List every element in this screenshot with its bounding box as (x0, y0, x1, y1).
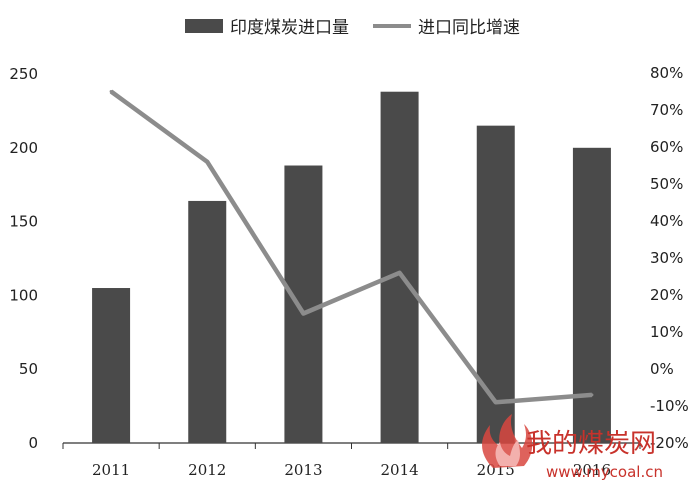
bar (572, 147, 611, 444)
axes: 0 50 100 150 200 250 -20% -10% 0% 10% 20% 30% 40% 50%… (9, 64, 688, 479)
legend: 印度煤炭进口量 进口同比增速 (185, 18, 520, 38)
bar (476, 125, 515, 443)
y-left-tick-label: 50 (19, 360, 38, 378)
legend-line-label: 进口同比增速 (418, 18, 520, 38)
line-point (398, 271, 402, 275)
y-right-tick-label: 70% (650, 101, 683, 119)
bar-series (92, 91, 611, 444)
line-point (590, 393, 594, 397)
line-point (109, 90, 113, 93)
watermark-name: 我的煤炭网 (526, 429, 656, 459)
y-right-tick-label: 20% (650, 286, 683, 304)
bar (284, 165, 323, 443)
line-point (301, 312, 305, 315)
x-tick-label: 2012 (188, 461, 226, 479)
legend-bar-swatch (185, 19, 223, 33)
y-right-tick-label: -20% (650, 434, 689, 452)
line-point (494, 400, 498, 404)
legend-bar-label: 印度煤炭进口量 (230, 18, 349, 38)
y-right-tick-label: -10% (650, 397, 689, 415)
watermark-url: www.mycoal.cn (546, 463, 663, 481)
y-right-tick-label: 10% (650, 323, 683, 341)
y-left-tick-label: 250 (9, 65, 38, 83)
y-right-tick-label: 0% (650, 360, 674, 378)
x-tick-label: 2011 (92, 461, 130, 479)
y-right-tick-label: 60% (650, 138, 683, 156)
y-right-tick-label: 80% (650, 64, 683, 82)
y-right-tick-label: 50% (650, 175, 683, 193)
x-tick-label: 2016 (573, 461, 611, 479)
y-right-tick-label: 30% (650, 249, 683, 267)
flame-logo-icon (482, 414, 533, 468)
x-tick-label: 2014 (380, 461, 418, 479)
y-right-tick-label: 40% (650, 212, 683, 230)
y-left-tick-label: 200 (9, 139, 38, 157)
line-path (109, 89, 593, 405)
y-left-tick-label: 100 (9, 286, 38, 304)
bar (380, 91, 419, 443)
watermark: 我的煤炭网 www.mycoal.cn (482, 414, 663, 481)
line-point (205, 160, 209, 164)
bar (188, 200, 227, 443)
x-tick-label: 2013 (284, 461, 322, 479)
y-left-tick-label: 0 (28, 434, 38, 452)
line-series (109, 89, 594, 405)
bar (92, 288, 131, 443)
y-left-tick-label: 150 (9, 213, 38, 231)
